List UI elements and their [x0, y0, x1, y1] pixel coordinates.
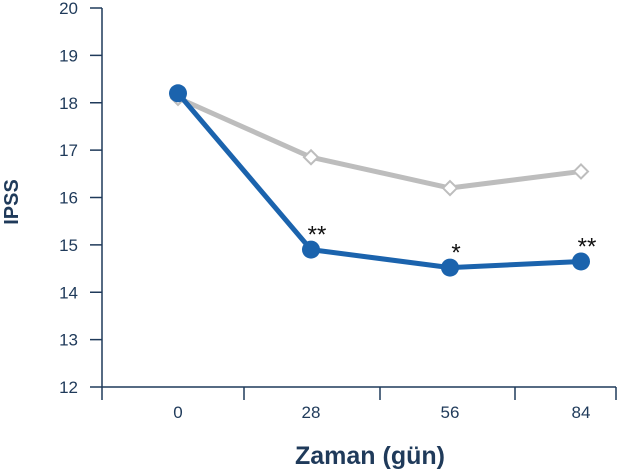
- series-2-point: [572, 252, 590, 271]
- x-tick-label: 28: [302, 403, 321, 422]
- series-layer: [169, 84, 590, 277]
- significance-marker: **: [308, 222, 327, 249]
- series-1-point: [572, 163, 590, 180]
- y-axis-title: IPSS: [1, 179, 23, 225]
- x-axis-title: Zaman (gün): [295, 442, 445, 470]
- y-tick-label: 14: [59, 283, 78, 302]
- x-axis: 0 28 56 84: [101, 386, 617, 422]
- y-tick-label: 20: [59, 0, 78, 18]
- annotations: *** **: [308, 222, 597, 267]
- significance-marker: *: [451, 240, 460, 267]
- series-2-point: [169, 84, 187, 103]
- series-1-point: [441, 179, 459, 197]
- series-1-point: [302, 148, 320, 166]
- y-tick-label: 15: [59, 236, 78, 255]
- y-tick-label: 19: [59, 46, 78, 65]
- y-tick-label: 17: [59, 141, 78, 160]
- series-2-point: [302, 240, 320, 259]
- x-tick-label: 56: [441, 403, 460, 422]
- y-axis: 12 13 14 15 16 17 18 19 20: [59, 0, 103, 397]
- y-tick-label: 12: [59, 378, 78, 397]
- x-tick-label: 0: [173, 403, 182, 422]
- series-2-point: [441, 258, 459, 277]
- series-2-line: [176, 91, 582, 271]
- significance-marker: **: [578, 233, 597, 260]
- series-1-line: [176, 95, 582, 191]
- x-tick-label: 84: [572, 403, 591, 422]
- y-tick-label: 13: [59, 331, 78, 350]
- y-tick-label: 16: [59, 189, 78, 208]
- y-tick-label: 18: [59, 94, 78, 113]
